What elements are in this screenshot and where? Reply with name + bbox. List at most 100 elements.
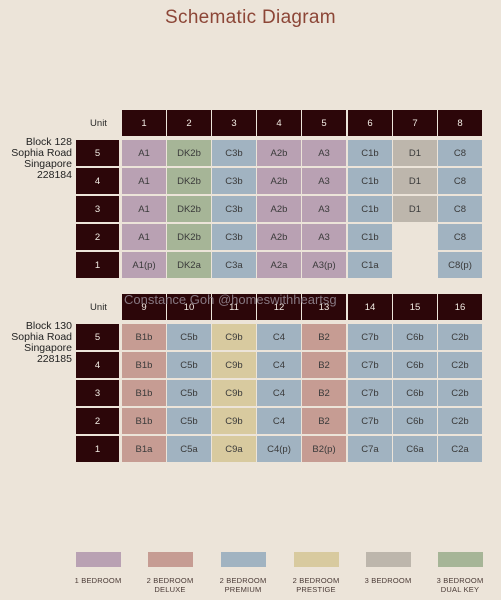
floor-number: 1 <box>76 436 119 462</box>
unit-cell: D1 <box>393 168 437 194</box>
unit-cell: C7b <box>348 380 392 406</box>
unit-cell: C7a <box>348 436 392 462</box>
unit-cell: B1b <box>122 380 166 406</box>
unit-cell: C5b <box>167 324 211 350</box>
unit-number-header: 9 <box>122 294 166 320</box>
unit-cell: A2a <box>257 252 301 278</box>
unit-number-header: 13 <box>302 294 346 320</box>
unit-cell: C3b <box>212 168 256 194</box>
page-title: Schematic Diagram <box>165 7 336 28</box>
legend-swatch <box>221 552 266 567</box>
unit-number-header: 14 <box>348 294 392 320</box>
unit-cell: B1a <box>122 436 166 462</box>
unit-cell: A1 <box>122 224 166 250</box>
unit-cell: A1 <box>122 168 166 194</box>
unit-cell: A3 <box>302 168 346 194</box>
unit-header-label: Unit <box>90 301 107 313</box>
block-label: Block 128 Sophia Road Singapore 228184 <box>11 136 72 181</box>
unit-cell: A2b <box>257 196 301 222</box>
legend-swatch <box>294 552 339 567</box>
unit-cell: C6b <box>393 380 437 406</box>
unit-cell: C5b <box>167 352 211 378</box>
unit-cell: C8(p) <box>438 252 482 278</box>
unit-cell: C6b <box>393 408 437 434</box>
floor-number: 4 <box>76 352 119 378</box>
unit-cell: C7b <box>348 352 392 378</box>
unit-cell: C2a <box>438 436 482 462</box>
unit-number-header: 15 <box>393 294 437 320</box>
unit-cell: C2b <box>438 324 482 350</box>
floor-number: 3 <box>76 380 119 406</box>
unit-cell: D1 <box>393 196 437 222</box>
floor-number: 3 <box>76 196 119 222</box>
unit-cell: C1a <box>348 252 392 278</box>
unit-cell: A2b <box>257 168 301 194</box>
unit-number-header: 4 <box>257 110 301 136</box>
unit-number-header: 6 <box>348 110 392 136</box>
unit-cell: C8 <box>438 196 482 222</box>
unit-cell: B2 <box>302 380 346 406</box>
unit-number-header: 5 <box>302 110 346 136</box>
unit-cell: C4 <box>257 408 301 434</box>
block-label: Block 130 Sophia Road Singapore 228185 <box>11 320 72 365</box>
unit-number-header: 7 <box>393 110 437 136</box>
unit-cell: C1b <box>348 168 392 194</box>
legend-label: 2 BEDROOM PRESTIGE <box>292 576 340 594</box>
legend-label: 2 BEDROOM PREMIUM <box>219 576 267 594</box>
unit-number-header: 3 <box>212 110 256 136</box>
unit-cell: A3 <box>302 196 346 222</box>
legend-swatch <box>148 552 193 567</box>
unit-cell: B2(p) <box>302 436 346 462</box>
unit-cell: B1b <box>122 324 166 350</box>
floor-number: 5 <box>76 140 119 166</box>
unit-cell: A3(p) <box>302 252 346 278</box>
unit-cell: DK2b <box>167 196 211 222</box>
unit-cell: C8 <box>438 224 482 250</box>
floor-number: 4 <box>76 168 119 194</box>
unit-cell: DK2a <box>167 252 211 278</box>
unit-cell: B2 <box>302 408 346 434</box>
unit-cell: C9b <box>212 352 256 378</box>
legend-label: 3 BEDROOM <box>364 576 412 585</box>
unit-number-header: 8 <box>438 110 482 136</box>
unit-cell: C4 <box>257 324 301 350</box>
unit-number-header: 2 <box>167 110 211 136</box>
unit-cell: C2b <box>438 380 482 406</box>
unit-cell: C3b <box>212 224 256 250</box>
unit-cell: C6b <box>393 352 437 378</box>
floor-number: 2 <box>76 224 119 250</box>
unit-header-label: Unit <box>90 117 107 129</box>
unit-cell: C2b <box>438 408 482 434</box>
legend-label: 3 BEDROOM DUAL KEY <box>436 576 484 594</box>
unit-cell: B2 <box>302 324 346 350</box>
legend-swatch <box>438 552 483 567</box>
unit-cell: A3 <box>302 140 346 166</box>
unit-cell: C9b <box>212 380 256 406</box>
floor-number: 1 <box>76 252 119 278</box>
unit-cell: C2b <box>438 352 482 378</box>
unit-cell: C4 <box>257 380 301 406</box>
unit-cell: C5a <box>167 436 211 462</box>
unit-number-header: 12 <box>257 294 301 320</box>
unit-cell: C4 <box>257 352 301 378</box>
unit-cell: B2 <box>302 352 346 378</box>
unit-cell: A3 <box>302 224 346 250</box>
unit-cell: C1b <box>348 140 392 166</box>
unit-cell: C3a <box>212 252 256 278</box>
unit-cell: D1 <box>393 140 437 166</box>
unit-cell: C3b <box>212 140 256 166</box>
unit-cell: DK2b <box>167 224 211 250</box>
unit-number-header: 10 <box>167 294 211 320</box>
unit-cell: DK2b <box>167 140 211 166</box>
unit-cell: C1b <box>348 196 392 222</box>
legend-swatch <box>76 552 121 567</box>
unit-cell: A2b <box>257 140 301 166</box>
unit-cell: A1 <box>122 196 166 222</box>
unit-cell: C7b <box>348 324 392 350</box>
unit-number-header: 11 <box>212 294 256 320</box>
unit-cell: C8 <box>438 140 482 166</box>
unit-cell: DK2b <box>167 168 211 194</box>
unit-cell: C7b <box>348 408 392 434</box>
unit-cell: C6b <box>393 324 437 350</box>
unit-cell: C5b <box>167 408 211 434</box>
